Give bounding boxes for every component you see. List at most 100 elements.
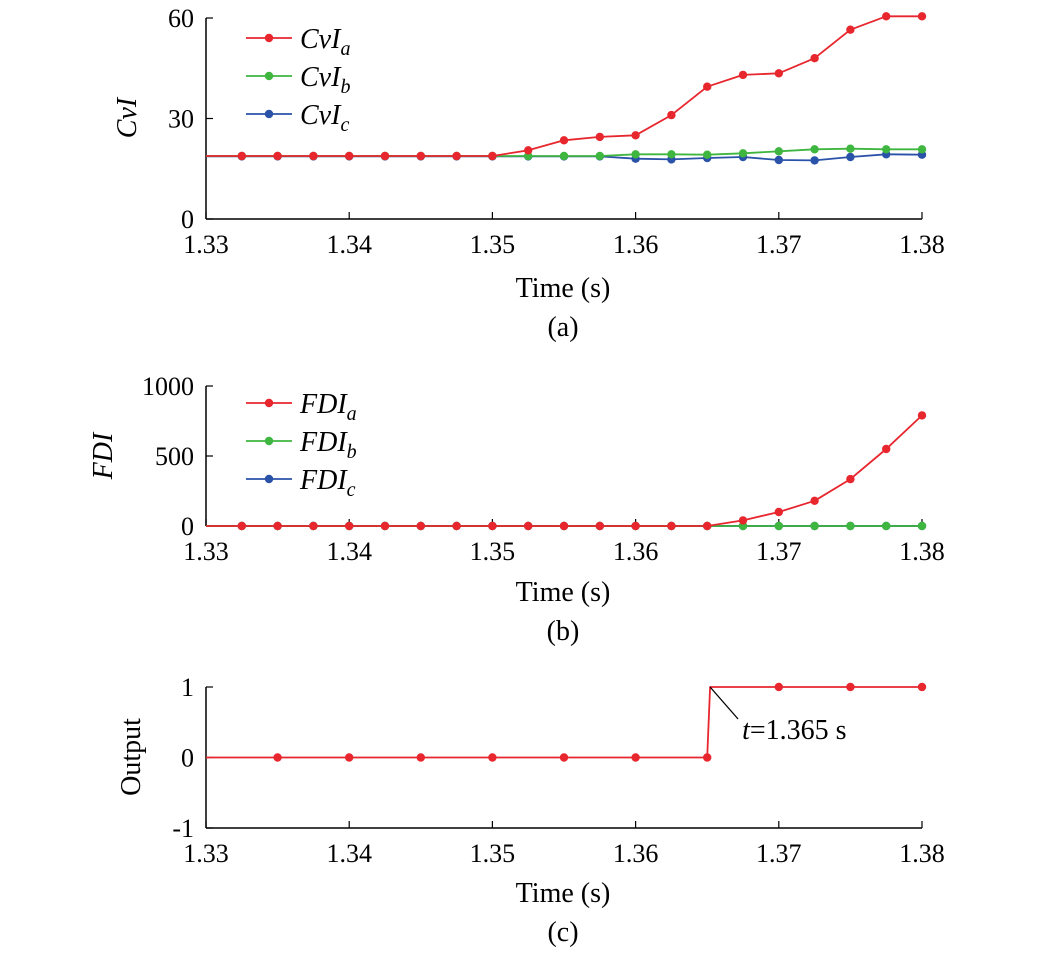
data-point	[309, 521, 318, 531]
data-point	[846, 682, 855, 692]
data-point	[631, 131, 640, 140]
x-tick-label: 1.37	[756, 230, 802, 259]
data-point	[774, 155, 783, 165]
data-point	[345, 521, 354, 531]
y-tick-label: 500	[155, 442, 194, 471]
data-point	[345, 753, 354, 762]
data-point	[595, 132, 604, 142]
data-point	[810, 54, 819, 63]
data-point	[237, 521, 246, 531]
data-point	[846, 25, 855, 34]
legend-entry: CvIb	[300, 62, 350, 98]
data-point	[667, 110, 676, 120]
x-axis-label: Time (s)	[516, 273, 611, 304]
y-tick-label: -1	[172, 814, 194, 843]
data-point	[416, 151, 425, 161]
x-tick-label: 1.38	[899, 839, 945, 868]
data-point	[882, 444, 891, 454]
data-point	[524, 146, 533, 155]
panel-caption: (b)	[547, 616, 580, 647]
panel-caption: (c)	[547, 917, 578, 948]
data-point	[738, 516, 748, 525]
data-point	[810, 145, 819, 154]
data-point	[631, 521, 640, 531]
legend-subscript: c	[340, 114, 349, 136]
panel-caption: (a)	[547, 312, 578, 343]
y-tick-label: 1	[181, 673, 194, 702]
x-tick-label: 1.37	[756, 537, 802, 566]
legend-subscript: a	[340, 38, 350, 60]
data-point	[774, 69, 783, 78]
data-point	[917, 521, 927, 531]
y-tick-label: 0	[181, 205, 194, 234]
data-point	[882, 521, 891, 531]
data-point	[738, 149, 748, 158]
data-point	[559, 151, 569, 161]
data-point	[774, 147, 783, 156]
y-axis-label: Output	[116, 718, 147, 796]
y-axis-label: FDI	[88, 431, 119, 480]
data-point	[380, 151, 390, 161]
data-point	[380, 521, 390, 531]
data-point	[631, 150, 640, 159]
data-point	[416, 753, 425, 762]
data-point	[703, 150, 712, 159]
legend-swatch-marker	[264, 436, 274, 446]
legend-swatch-marker	[264, 398, 274, 408]
data-point	[738, 70, 748, 80]
x-tick-label: 1.36	[613, 537, 659, 566]
data-point	[810, 521, 819, 531]
data-point	[774, 521, 783, 531]
x-tick-label: 1.35	[470, 230, 516, 259]
y-tick-label: 1000	[142, 372, 194, 401]
data-point	[452, 521, 461, 531]
y-tick-label: 0	[181, 744, 194, 773]
data-point	[237, 151, 246, 161]
legend-entry: FDIb	[299, 427, 357, 463]
data-point	[452, 151, 461, 161]
chart-panel-b: 1.33 1.34 1.35 1.36 1.37 1.38 0 500 1000 Time (s)…	[88, 372, 945, 647]
data-point	[703, 521, 712, 531]
data-point	[703, 753, 712, 762]
data-point	[846, 521, 855, 531]
data-point	[810, 156, 819, 165]
legend-entry: CvIc	[300, 100, 349, 136]
legend-entry: FDIa	[299, 389, 357, 425]
legend-subscript: c	[347, 479, 356, 501]
y-tick-label: 0	[181, 512, 194, 541]
series-line	[206, 686, 922, 759]
data-point	[667, 150, 676, 159]
chart-panel-a: 1.33 1.34 1.35 1.36 1.37 1.38 0 30 60 Time (s) CvI…	[112, 4, 945, 343]
data-point	[488, 753, 497, 762]
x-tick-label: 1.33	[183, 537, 229, 566]
legend-name: CvI	[300, 62, 342, 93]
legend-name: CvI	[300, 24, 342, 55]
annotation-var: t	[742, 715, 751, 746]
x-tick-label: 1.36	[613, 230, 659, 259]
data-point	[273, 151, 282, 161]
data-point	[416, 521, 425, 531]
data-point	[917, 682, 927, 692]
data-point	[631, 753, 640, 762]
x-tick-label: 1.35	[470, 839, 516, 868]
data-point	[846, 152, 855, 162]
data-point	[595, 521, 604, 531]
data-point	[273, 753, 282, 762]
data-point	[559, 753, 569, 762]
data-point	[667, 521, 676, 531]
data-point	[917, 12, 927, 21]
legend-name: FDI	[299, 427, 348, 458]
legend-swatch-marker	[264, 109, 274, 119]
data-point	[309, 151, 318, 161]
x-tick-label: 1.37	[756, 839, 802, 868]
series-a	[206, 411, 927, 531]
legend-swatch-marker	[264, 474, 274, 484]
legend-entry: FDIc	[299, 465, 356, 501]
x-tick-label: 1.33	[183, 839, 229, 868]
data-point	[917, 411, 927, 420]
chart-panel-c: 1.33 1.34 1.35 1.36 1.37 1.38 -1 0 1 Time (s) Outp…	[116, 673, 945, 948]
legend-subscript: b	[340, 76, 350, 98]
x-tick-label: 1.38	[899, 230, 945, 259]
